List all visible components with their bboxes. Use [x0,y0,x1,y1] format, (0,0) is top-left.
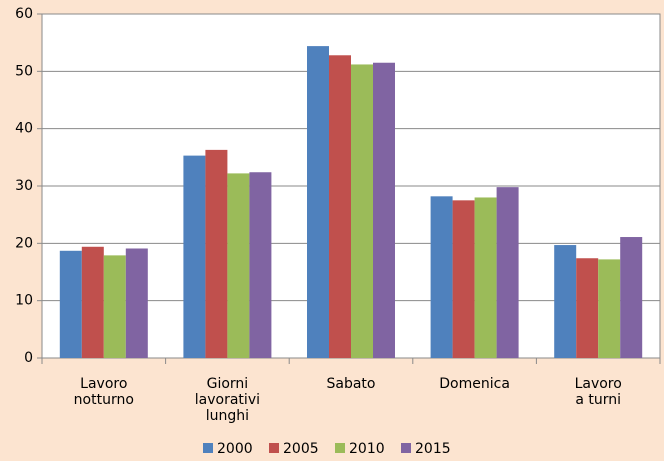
legend-label: 2015 [415,441,451,457]
legend-swatch [269,443,279,453]
legend-label: 2005 [283,441,319,457]
bar [620,237,643,358]
bar [496,187,519,358]
y-tick-label: 0 [24,350,33,366]
bar [183,155,206,358]
bar [452,200,475,358]
bar [598,259,621,358]
bar [249,172,272,358]
x-tick-label: Giorni [207,376,249,392]
legend-swatch [203,443,213,453]
y-tick-label: 40 [15,121,33,137]
bar [125,248,148,358]
bar [307,46,329,359]
bar [373,62,395,358]
x-tick-label: lavorativi [195,392,260,408]
x-tick-label: lunghi [206,408,249,424]
bar [81,246,104,358]
bar [576,258,599,358]
legend-label: 2010 [349,441,385,457]
bar [205,149,228,358]
legend-swatch [401,443,411,453]
bar [554,245,577,358]
x-tick-label: Lavoro [80,376,127,392]
x-tick-label: notturno [74,392,134,408]
legend-label: 2000 [217,441,253,457]
bar [227,173,250,358]
y-tick-label: 10 [15,293,33,309]
bar [351,64,373,358]
x-tick-label: Lavoro [575,376,622,392]
y-tick-label: 60 [15,6,33,22]
bar [59,250,82,358]
bar [329,55,351,358]
y-tick-label: 20 [15,235,33,251]
y-tick-label: 30 [15,178,33,194]
bar [474,197,497,358]
bar [430,196,453,358]
bar [103,255,126,358]
x-tick-label: Domenica [439,376,510,392]
legend-swatch [335,443,345,453]
x-tick-label: Sabato [327,376,376,392]
y-tick-label: 50 [15,63,33,79]
x-tick-label: a turni [575,392,621,408]
